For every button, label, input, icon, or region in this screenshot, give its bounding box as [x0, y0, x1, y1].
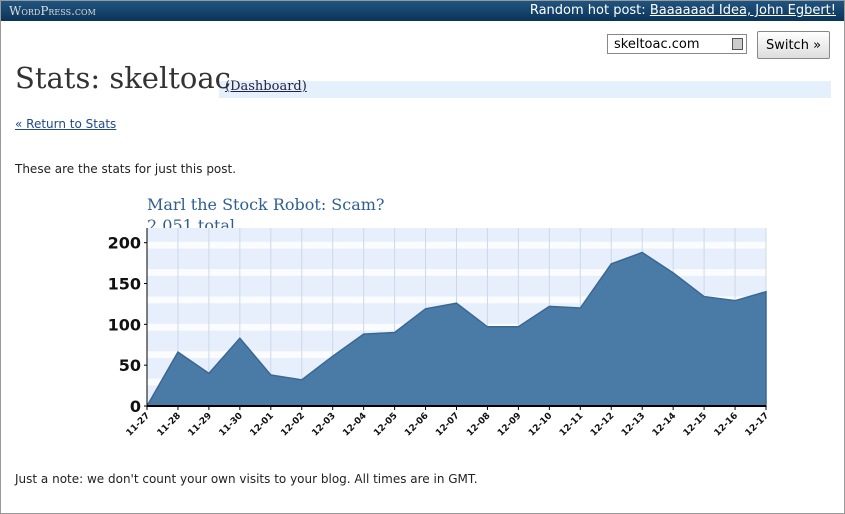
x-tick-label: 12-10: [527, 411, 554, 438]
x-tick-label: 12-15: [682, 411, 709, 438]
title-band: [219, 81, 831, 98]
x-tick-label: 12-14: [651, 411, 678, 438]
x-tick-label: 12-05: [372, 411, 399, 438]
y-tick-label: 200: [108, 234, 141, 253]
x-tick-label: 12-03: [310, 411, 337, 438]
switch-button[interactable]: Switch »: [757, 31, 830, 59]
return-link[interactable]: « Return to Stats: [15, 117, 117, 131]
x-tick-label: 12-17: [744, 411, 771, 438]
intro-text: These are the stats for just this post.: [15, 162, 237, 176]
x-tick-label: 12-11: [558, 411, 585, 438]
area: [145, 251, 767, 407]
x-tick-label: 12-16: [713, 411, 740, 438]
x-tick-label: 12-08: [465, 411, 492, 438]
blog-select[interactable]: skeltoac.com: [607, 34, 747, 54]
x-tick-label: 12-01: [248, 411, 275, 438]
page-title: Stats: skeltoac: [15, 61, 231, 95]
x-tick-label: 12-12: [589, 411, 616, 438]
chart-title: Marl the Stock Robot: Scam?: [147, 195, 385, 214]
logo[interactable]: WordPress.com: [9, 4, 96, 18]
x-tick-label: 12-13: [620, 411, 647, 438]
x-tick-label: 12-06: [403, 411, 430, 438]
dashboard-link[interactable]: (Dashboard): [225, 79, 307, 94]
y-tick-label: 50: [119, 356, 141, 375]
x-tick-label: 11-28: [156, 411, 183, 438]
chart: Marl the Stock Robot: Scam? 2,051 total …: [108, 195, 772, 438]
x-tick-label: 12-04: [341, 411, 368, 438]
random-post: Random hot post: Baaaaaad Idea, John Egb…: [530, 3, 836, 18]
header-bar: WordPress.com Random hot post: Baaaaaad …: [1, 1, 844, 21]
y-tick-label: 0: [130, 397, 141, 416]
random-link[interactable]: Baaaaaad Idea, John Egbert!: [649, 3, 836, 18]
x-tick-label: 12-02: [279, 411, 306, 438]
random-label: Random hot post:: [529, 3, 646, 18]
x-tick-label: 11-29: [187, 411, 214, 438]
note-text: Just a note: we don't count your own vis…: [15, 472, 478, 486]
y-tick-label: 150: [108, 275, 141, 294]
y-tick-label: 100: [108, 315, 141, 334]
x-tick-label: 12-09: [496, 411, 523, 438]
x-tick-label: 11-30: [218, 411, 245, 438]
x-tick-label: 12-07: [434, 411, 461, 438]
